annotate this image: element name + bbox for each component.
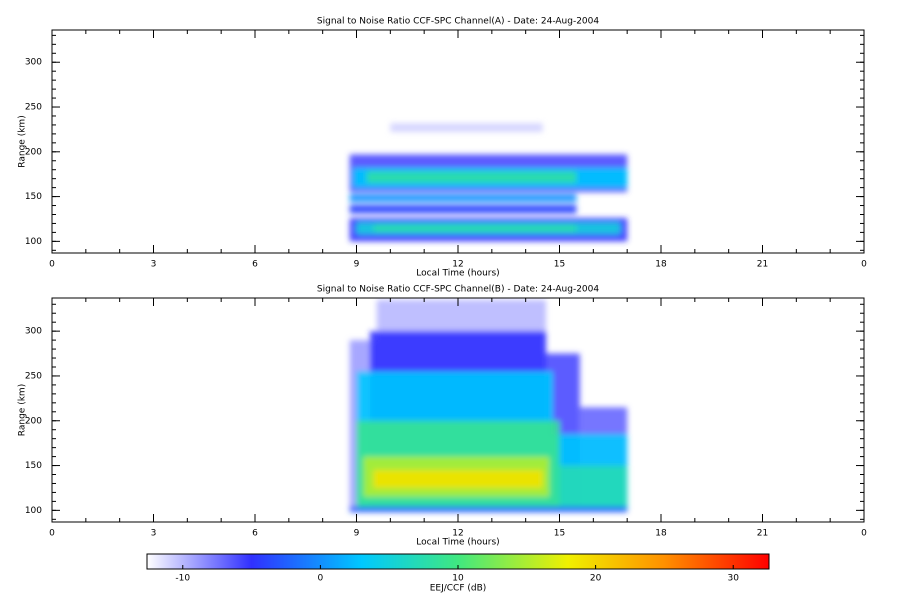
x-tick-label: 12: [452, 260, 463, 270]
chart-title: Signal to Noise Ratio CCF-SPC Channel(B)…: [317, 285, 599, 295]
heatmap-layer: [349, 299, 628, 513]
heat-cell: [349, 204, 577, 214]
x-axis-label: Local Time (hours): [416, 269, 499, 279]
heatmap: [349, 123, 628, 242]
y-tick-label: 100: [25, 237, 42, 247]
x-tick-label: 0: [861, 260, 867, 270]
heat-cell: [390, 123, 543, 133]
x-tick-label: 3: [151, 260, 157, 270]
heat-cell: [559, 465, 628, 509]
x-tick-label: 3: [151, 529, 157, 539]
heatmap: [349, 299, 628, 513]
chart-title: Signal to Noise Ratio CCF-SPC Channel(A)…: [317, 17, 599, 27]
x-tick-label: 9: [354, 260, 360, 270]
heat-cell: [366, 171, 577, 184]
y-tick-label: 300: [25, 58, 42, 68]
x-tick-label: 6: [252, 260, 258, 270]
x-tick-label: 9: [354, 529, 360, 539]
heatmap-layer: [349, 123, 628, 242]
y-tick-label: 300: [25, 327, 42, 337]
x-tick-label: 6: [252, 529, 258, 539]
y-tick-label: 200: [25, 416, 42, 426]
colorbar-tick-label: 30: [727, 574, 739, 584]
x-tick-label: 0: [861, 529, 867, 539]
y-tick-label: 250: [25, 371, 42, 381]
y-axis-label: Range (km): [18, 384, 28, 436]
heat-cell: [373, 225, 577, 232]
x-axis-label: Local Time (hours): [416, 538, 499, 548]
heat-cell: [373, 470, 543, 488]
y-tick-label: 150: [25, 192, 42, 202]
heat-cell: [349, 193, 577, 202]
y-tick-label: 250: [25, 103, 42, 113]
colorbar-tick-label: 0: [318, 574, 324, 584]
x-tick-label: 0: [49, 529, 55, 539]
x-tick-label: 0: [49, 260, 55, 270]
x-tick-label: 15: [554, 529, 565, 539]
colorbar-tick-label: -10: [175, 574, 190, 584]
colorbar-tick-label: 20: [590, 574, 602, 584]
x-tick-label: 18: [655, 529, 667, 539]
colorbar-tick-label: 10: [452, 574, 464, 584]
x-tick-label: 21: [757, 260, 768, 270]
x-tick-label: 18: [655, 260, 667, 270]
x-tick-label: 21: [757, 529, 768, 539]
y-axis-label: Range (km): [18, 115, 28, 167]
heat-cell: [349, 506, 628, 513]
y-tick-label: 150: [25, 461, 42, 471]
x-tick-label: 12: [452, 529, 463, 539]
x-tick-label: 15: [554, 260, 565, 270]
colorbar-label: EEJ/CCF (dB): [430, 584, 487, 594]
y-tick-label: 100: [25, 506, 42, 516]
y-tick-label: 200: [25, 147, 42, 157]
